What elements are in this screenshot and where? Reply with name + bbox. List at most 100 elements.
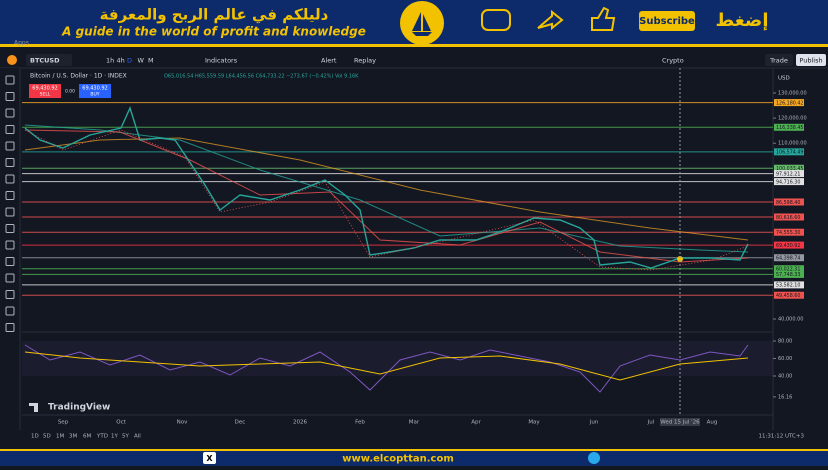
price-tick-label: 130,000.00	[778, 91, 807, 97]
price-level-label: 106,574.49	[776, 150, 803, 156]
tool-icon[interactable]	[5, 323, 15, 332]
buy-box[interactable]	[79, 84, 111, 98]
like-icon[interactable]	[591, 6, 616, 31]
price-level-label: 86,598.40	[776, 200, 800, 206]
price-level-tag	[774, 123, 804, 131]
tool-icon[interactable]	[5, 75, 15, 85]
telegram-icon[interactable]	[588, 452, 600, 464]
footer-url[interactable]: www.elcopttan.com	[342, 454, 453, 465]
price-level-tag	[774, 265, 804, 273]
time-cursor-tag	[660, 418, 700, 426]
interval-button[interactable]: D	[127, 57, 132, 65]
subscribe-button[interactable]	[639, 11, 695, 31]
price-tick-label: 110,000.00	[778, 141, 807, 147]
tool-icon[interactable]	[5, 92, 15, 101]
interval-button[interactable]: 4h	[117, 57, 125, 65]
range-button[interactable]: 5Y	[122, 434, 129, 440]
range-button[interactable]: 1Y	[111, 434, 118, 440]
market-selector[interactable]: Crypto	[662, 57, 684, 65]
range-button[interactable]: 1D	[31, 434, 39, 440]
range-button[interactable]: 3M	[69, 434, 77, 440]
price-level-tag	[774, 99, 804, 107]
tool-icon[interactable]	[5, 306, 15, 316]
tool-icon[interactable]	[5, 125, 15, 134]
price-level-label: 126,180.42	[776, 100, 803, 106]
currency[interactable]: USD	[778, 76, 790, 82]
symbol-icon	[7, 55, 17, 65]
tool-icon[interactable]	[5, 273, 15, 283]
symbol-box[interactable]	[26, 54, 72, 66]
banner-border	[0, 44, 828, 47]
price-level-label: 74,555.30	[776, 230, 800, 236]
range-button[interactable]: 5D	[43, 434, 51, 440]
indicator-tick-label: 16.16	[778, 394, 792, 400]
price-series	[24, 106, 749, 269]
tradingview-mark	[29, 403, 38, 412]
comment-icon[interactable]	[481, 9, 511, 31]
tool-icon[interactable]	[5, 290, 15, 299]
buy-label: BUY	[90, 92, 99, 98]
publish-box[interactable]	[796, 54, 826, 66]
tool-icon[interactable]	[5, 257, 15, 266]
price-level-label: 49,458.60	[776, 293, 800, 299]
tool-icon[interactable]	[5, 141, 15, 151]
tool-icon[interactable]	[5, 224, 15, 233]
range-button[interactable]: All	[134, 434, 141, 440]
clock: 11:31:12 UTC+3	[759, 434, 805, 440]
sell-box[interactable]	[29, 84, 61, 98]
range-button[interactable]: 1M	[56, 434, 64, 440]
price-level-label: 100,033.45	[776, 166, 803, 172]
price-level-tag	[774, 270, 804, 278]
price-level-label: 53,582.10	[776, 283, 800, 289]
tool-icon[interactable]	[5, 240, 15, 250]
price-level-tag	[774, 178, 804, 186]
indicator-band	[22, 341, 773, 376]
replay-button[interactable]: Replay	[354, 57, 376, 65]
price-level-tag	[774, 281, 804, 289]
price-level-tag	[774, 291, 804, 299]
price-level-tag	[774, 148, 804, 156]
time-label: Jun	[589, 420, 599, 426]
range-button[interactable]: 6M	[83, 434, 91, 440]
time-label: Mar	[409, 420, 420, 426]
interval-button[interactable]: M	[148, 57, 154, 65]
price-level-tag	[774, 164, 804, 172]
spread: 0.00	[65, 89, 75, 95]
time-label: Sep	[58, 420, 69, 426]
x-icon[interactable]	[203, 452, 216, 464]
price-level-tag	[774, 213, 804, 221]
share-icon[interactable]	[537, 9, 564, 31]
price-level-label: 94,716.30	[776, 179, 800, 185]
trade-box[interactable]	[765, 54, 793, 66]
x-icon-glyph: X	[206, 454, 213, 463]
tool-icon[interactable]	[5, 174, 15, 184]
alert-button[interactable]: Alert	[321, 57, 337, 65]
tool-icon[interactable]	[5, 191, 15, 200]
rsi-average	[24, 351, 749, 381]
arabic-title: دليلكم في عالم الربح والمعرفة	[100, 6, 329, 24]
time-label: Feb	[355, 420, 365, 426]
legend-ohlc: O65,016.54 H65,559.59 L64,456.56 C64,733…	[164, 74, 359, 80]
time-label: Jul	[647, 420, 655, 426]
indicator-tick-label: 60.00	[778, 356, 792, 362]
time-label: May	[528, 420, 540, 426]
logo	[400, 1, 444, 45]
sell-price: 69,430.92	[32, 86, 57, 92]
price-level-label: 69,430.92	[776, 243, 800, 249]
price-tick-label: 40,000.00	[778, 316, 803, 322]
tool-icon[interactable]	[5, 108, 15, 118]
indicators-button[interactable]: Indicators	[205, 57, 238, 65]
tool-icon[interactable]	[5, 207, 15, 217]
price-level-label: 60,022.31	[776, 267, 800, 273]
interval-button[interactable]: W	[138, 57, 145, 65]
time-label: Wed 15 Jul '26	[660, 420, 700, 426]
apps-label[interactable]: Apps	[14, 40, 29, 47]
legend-name: Bitcoin / U.S. Dollar · 1D · INDEX	[30, 73, 127, 80]
interval-button[interactable]: 1h	[106, 57, 114, 65]
price-level-label: 116,338.45	[776, 125, 803, 131]
price-level-label: 64,398.74	[776, 256, 800, 262]
footer-border	[0, 449, 828, 451]
price-level-tag	[774, 198, 804, 206]
tool-icon[interactable]	[5, 158, 15, 167]
range-button[interactable]: YTD	[96, 434, 108, 440]
